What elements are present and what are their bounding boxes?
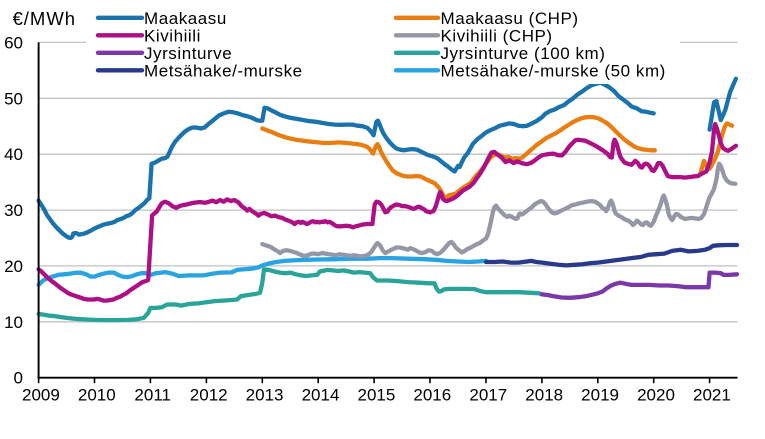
svg-text:Kivihiili: Kivihiili xyxy=(144,26,201,45)
svg-text:2014: 2014 xyxy=(302,385,340,404)
svg-text:10: 10 xyxy=(4,313,23,332)
svg-text:2019: 2019 xyxy=(581,385,619,404)
svg-text:Jyrsinturve: Jyrsinturve xyxy=(144,44,232,63)
svg-text:2015: 2015 xyxy=(357,385,395,404)
svg-text:€/MWh: €/MWh xyxy=(13,8,77,29)
svg-text:Metsähake/-murske: Metsähake/-murske xyxy=(144,61,303,80)
svg-text:30: 30 xyxy=(4,201,23,220)
svg-text:Maakaasu (CHP): Maakaasu (CHP) xyxy=(441,9,579,28)
svg-text:Kivihiili (CHP): Kivihiili (CHP) xyxy=(441,26,553,45)
svg-text:2009: 2009 xyxy=(22,385,60,404)
svg-text:2013: 2013 xyxy=(246,385,284,404)
svg-text:0: 0 xyxy=(14,369,23,388)
svg-text:2011: 2011 xyxy=(134,385,171,404)
svg-text:2021: 2021 xyxy=(693,385,731,404)
svg-text:2012: 2012 xyxy=(190,385,228,404)
svg-text:Metsähake/-murske (50 km): Metsähake/-murske (50 km) xyxy=(441,61,666,80)
svg-text:20: 20 xyxy=(4,257,23,276)
svg-text:Maakaasu: Maakaasu xyxy=(144,9,227,28)
svg-text:60: 60 xyxy=(4,33,23,52)
svg-text:2016: 2016 xyxy=(413,385,451,404)
svg-text:2020: 2020 xyxy=(637,385,675,404)
svg-text:Jyrsinturve (100 km): Jyrsinturve (100 km) xyxy=(441,44,606,63)
svg-text:40: 40 xyxy=(4,145,23,164)
svg-text:2010: 2010 xyxy=(78,385,116,404)
svg-text:2018: 2018 xyxy=(525,385,563,404)
svg-text:2017: 2017 xyxy=(469,385,507,404)
svg-text:50: 50 xyxy=(4,89,23,108)
